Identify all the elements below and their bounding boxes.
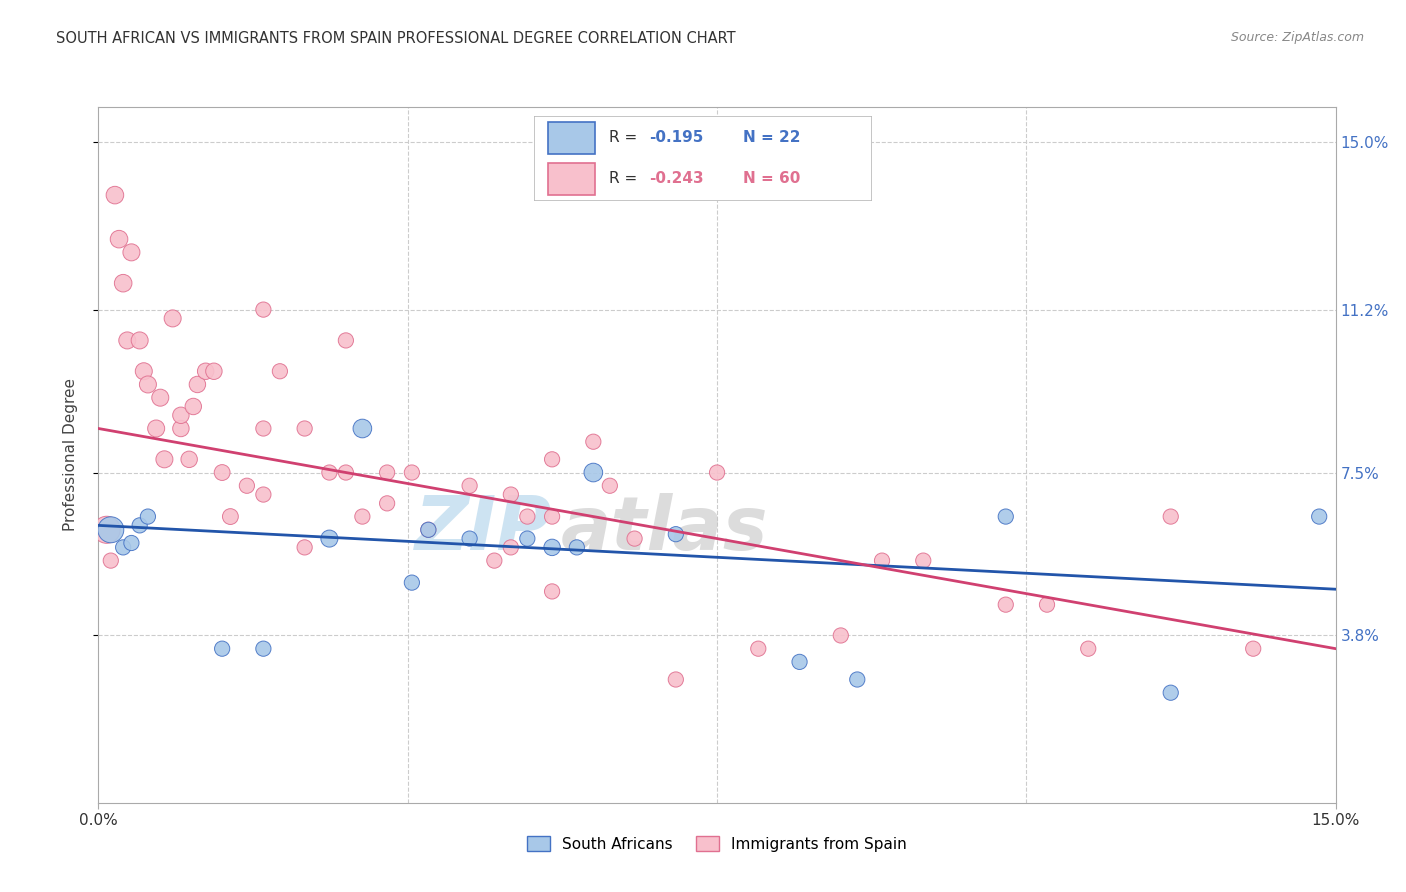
Point [1160, 686, 1182, 700]
Text: Source: ZipAtlas.com: Source: ZipAtlas.com [1230, 31, 1364, 45]
FancyBboxPatch shape [534, 116, 872, 201]
Point [516, 532, 538, 546]
Point [112, 541, 135, 555]
Point [1077, 641, 1099, 656]
Point [252, 302, 274, 317]
Point [136, 377, 159, 392]
Point [582, 466, 605, 480]
Point [120, 245, 142, 260]
Point [112, 276, 135, 290]
Point [181, 400, 204, 414]
Text: N = 60: N = 60 [744, 171, 801, 186]
Point [149, 391, 172, 405]
Text: ZIP: ZIP [415, 493, 553, 566]
FancyBboxPatch shape [548, 162, 595, 194]
Point [211, 641, 233, 656]
Point [1036, 598, 1059, 612]
Point [145, 421, 167, 435]
Text: R =: R = [609, 171, 641, 186]
Point [1160, 509, 1182, 524]
Point [623, 532, 645, 546]
Point [541, 509, 564, 524]
Point [252, 641, 274, 656]
Point [665, 673, 688, 687]
Point [458, 532, 481, 546]
Point [1241, 641, 1264, 656]
Point [418, 523, 440, 537]
Point [541, 541, 564, 555]
Point [375, 466, 398, 480]
Point [128, 518, 150, 533]
Point [912, 553, 935, 567]
Point [1308, 509, 1330, 524]
Text: -0.243: -0.243 [650, 171, 703, 186]
Point [252, 487, 274, 501]
Point [294, 541, 316, 555]
Point [117, 334, 139, 348]
Point [499, 487, 522, 501]
Legend: South Africans, Immigrants from Spain: South Africans, Immigrants from Spain [522, 830, 912, 858]
Text: SOUTH AFRICAN VS IMMIGRANTS FROM SPAIN PROFESSIONAL DEGREE CORRELATION CHART: SOUTH AFRICAN VS IMMIGRANTS FROM SPAIN P… [56, 31, 735, 46]
Point [153, 452, 176, 467]
Point [665, 527, 688, 541]
Point [994, 598, 1017, 612]
Point [352, 509, 374, 524]
Point [484, 553, 506, 567]
Point [747, 641, 769, 656]
Point [162, 311, 184, 326]
Point [186, 377, 208, 392]
Point [100, 523, 122, 537]
Point [541, 584, 564, 599]
Text: R =: R = [609, 130, 641, 145]
Point [202, 364, 225, 378]
Point [582, 434, 605, 449]
Point [994, 509, 1017, 524]
Point [401, 466, 423, 480]
Point [104, 188, 127, 202]
Point [830, 628, 852, 642]
Point [318, 466, 340, 480]
Point [846, 673, 869, 687]
Point [352, 421, 374, 435]
Point [565, 541, 588, 555]
Point [211, 466, 233, 480]
Point [269, 364, 291, 378]
FancyBboxPatch shape [548, 122, 595, 154]
Point [219, 509, 242, 524]
Text: -0.195: -0.195 [650, 130, 703, 145]
Point [418, 523, 440, 537]
Point [136, 509, 159, 524]
Point [120, 536, 142, 550]
Point [458, 479, 481, 493]
Point [318, 532, 340, 546]
Point [128, 334, 150, 348]
Point [499, 541, 522, 555]
Point [599, 479, 621, 493]
Point [335, 466, 357, 480]
Point [401, 575, 423, 590]
Point [132, 364, 155, 378]
Point [252, 421, 274, 435]
Point [335, 334, 357, 348]
Point [236, 479, 259, 493]
Point [179, 452, 201, 467]
Point [170, 409, 193, 423]
Point [706, 466, 728, 480]
Point [375, 496, 398, 510]
Y-axis label: Professional Degree: Professional Degree [63, 378, 77, 532]
Point [96, 523, 118, 537]
Text: atlas: atlas [561, 493, 768, 566]
Point [170, 421, 193, 435]
Point [108, 232, 131, 246]
Point [516, 509, 538, 524]
Point [789, 655, 811, 669]
Point [100, 553, 122, 567]
Point [541, 452, 564, 467]
Point [294, 421, 316, 435]
Point [870, 553, 893, 567]
Text: N = 22: N = 22 [744, 130, 801, 145]
Point [194, 364, 217, 378]
